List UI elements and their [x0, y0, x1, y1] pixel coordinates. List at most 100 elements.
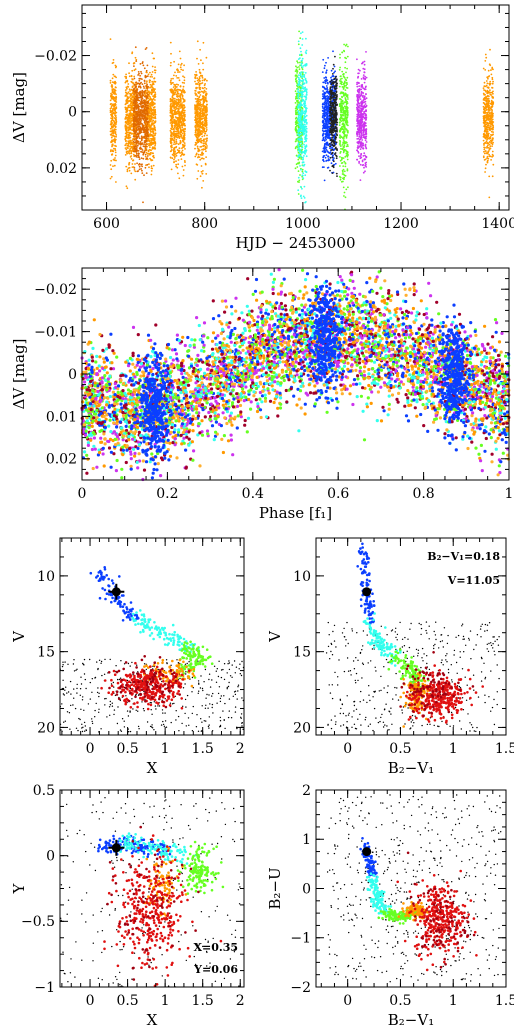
data-point: [146, 130, 149, 132]
data-point: [125, 165, 128, 168]
data-point: [147, 138, 150, 141]
data-point: [150, 103, 152, 106]
data-point: [206, 103, 208, 106]
data-point: [110, 159, 113, 162]
data-point: [196, 147, 199, 150]
data-point: [199, 88, 202, 91]
data-point: [198, 79, 201, 82]
data-point: [298, 74, 300, 76]
data-point: [201, 172, 204, 175]
data-point: [174, 101, 176, 104]
data-point: [200, 90, 203, 93]
data-point: [151, 86, 154, 89]
data-point: [194, 141, 197, 144]
data-point: [154, 126, 156, 129]
data-point: [147, 85, 149, 88]
data-point: [489, 125, 492, 127]
data-point: [488, 137, 490, 140]
data-point: [133, 87, 136, 90]
data-point: [138, 102, 141, 105]
data-point: [171, 114, 174, 117]
data-point: [484, 60, 487, 62]
data-point: [129, 127, 132, 130]
data-point: [206, 108, 208, 110]
data-point: [151, 65, 154, 68]
data-point: [170, 91, 173, 93]
data-point: [295, 130, 298, 133]
data-point: [113, 164, 116, 167]
data-point: [144, 89, 147, 92]
data-point: [485, 97, 488, 99]
data-point: [126, 120, 129, 123]
data-point: [133, 62, 136, 64]
data-point: [194, 80, 196, 83]
data-point: [301, 170, 304, 173]
data-point: [115, 107, 117, 110]
data-point: [339, 66, 341, 69]
data-point: [202, 41, 205, 44]
data-point: [112, 59, 115, 61]
data-point: [141, 163, 143, 166]
data-point: [300, 79, 303, 82]
data-point: [345, 101, 348, 103]
data-point: [130, 125, 133, 128]
data-point: [295, 97, 297, 100]
data-point: [294, 140, 297, 143]
data-point: [111, 150, 114, 153]
data-point: [181, 165, 184, 168]
data-point: [141, 136, 144, 139]
data-point: [138, 79, 141, 82]
data-point: [488, 153, 490, 156]
data-point: [345, 103, 348, 106]
data-point: [297, 189, 300, 192]
data-point: [491, 150, 494, 153]
data-point: [110, 133, 113, 136]
data-point: [340, 111, 342, 114]
data-point: [146, 80, 148, 83]
data-point: [492, 163, 495, 166]
data-point: [150, 165, 153, 168]
data-point: [134, 116, 137, 119]
data-point: [175, 140, 178, 143]
data-point: [170, 138, 173, 141]
data-point: [126, 187, 129, 190]
data-point: [138, 165, 141, 168]
data-point: [299, 117, 302, 120]
data-point: [171, 121, 173, 123]
data-point: [342, 111, 345, 114]
data-point: [180, 64, 182, 66]
data-point: [140, 150, 142, 153]
data-point: [297, 110, 299, 112]
data-point: [300, 121, 303, 123]
data-point: [194, 112, 197, 115]
data-point: [183, 160, 186, 162]
data-point: [183, 119, 186, 122]
data-point: [151, 52, 154, 55]
data-point: [483, 85, 486, 88]
data-point: [202, 139, 205, 142]
data-point: [487, 91, 489, 93]
data-point: [201, 97, 204, 100]
data-point: [177, 131, 180, 134]
data-point: [492, 131, 494, 134]
data-point: [324, 137, 327, 140]
data-point: [177, 109, 180, 111]
data-point: [128, 122, 131, 125]
data-point: [340, 100, 343, 102]
data-point: [146, 88, 149, 90]
data-point: [300, 197, 303, 200]
data-point: [339, 165, 341, 167]
data-point: [138, 137, 141, 140]
data-point: [205, 119, 208, 122]
data-point: [492, 124, 494, 127]
data-point: [171, 95, 174, 98]
data-point: [169, 81, 172, 84]
data-point: [170, 79, 172, 82]
data-point: [178, 111, 180, 114]
data-point: [131, 166, 134, 169]
data-point: [299, 53, 301, 56]
data-point: [344, 66, 346, 69]
data-point: [176, 91, 179, 93]
data-point: [129, 100, 132, 102]
data-point: [303, 185, 306, 188]
